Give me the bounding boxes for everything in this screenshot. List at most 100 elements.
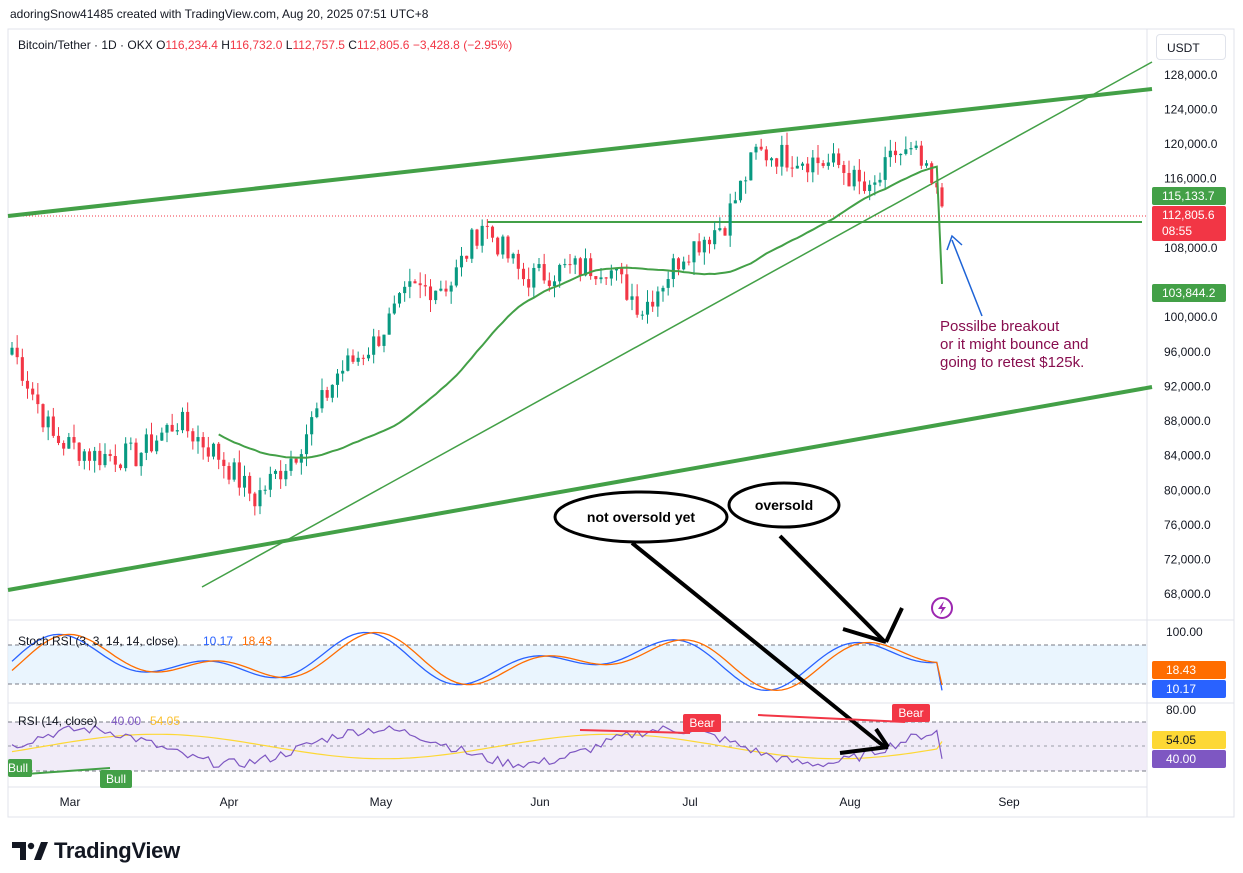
lightning-icon[interactable] (931, 597, 953, 619)
candle-body (67, 437, 71, 449)
rsi-ma-badge-text: 54.05 (1166, 733, 1196, 747)
candle-body (831, 153, 836, 163)
change-value: −3,428.8 (−2.95%) (412, 38, 513, 52)
currency-selector[interactable]: USDT (1156, 34, 1226, 60)
candle-body (775, 158, 779, 167)
candle-body (20, 357, 24, 381)
candle-body (821, 163, 825, 166)
candle-body (144, 434, 148, 453)
price-tick-label: 116,000.0 (1164, 172, 1217, 186)
candle-body (769, 158, 774, 161)
tradingview-logo[interactable]: TradingView (12, 836, 180, 866)
candle-body (656, 291, 660, 307)
candle-body (124, 443, 128, 469)
symbol-name[interactable]: Bitcoin/Tether · 1D · OKX (18, 38, 153, 52)
candle-body (744, 180, 748, 182)
bull-label-1 (8, 759, 32, 777)
candle-body (630, 296, 634, 300)
candle-body (578, 258, 582, 276)
stoch-axis-top: 100.00 (1166, 625, 1203, 639)
candle-body (222, 459, 226, 466)
candle-body (454, 267, 458, 286)
open-value: 116,234.4 (165, 38, 218, 52)
ma-long-badge (1152, 284, 1226, 302)
channel-lower-trendline[interactable] (7, 385, 1153, 592)
candle-body (237, 462, 241, 488)
rsi-badge (1152, 750, 1226, 768)
candle-body (165, 424, 169, 433)
candle-body (563, 264, 567, 266)
candle-body (868, 184, 872, 192)
rsi-title[interactable]: RSI (14, close) (18, 714, 97, 728)
candle-body (36, 394, 40, 405)
close-value: 112,805.6 (356, 38, 410, 52)
bear-label-2 (892, 704, 930, 722)
candle-body (785, 144, 789, 168)
candle-body (330, 384, 334, 398)
candle-body (506, 236, 510, 259)
price-tick-label: 120,000.0 (1164, 137, 1218, 151)
candle-body (780, 144, 784, 167)
candle-body (459, 255, 464, 268)
bull-label-2 (100, 770, 132, 788)
candle-body (180, 411, 185, 431)
time-tick-label: Jun (530, 795, 549, 809)
candle-body (532, 267, 536, 288)
high-value: 116,732.0 (229, 38, 283, 52)
candle-body (475, 229, 479, 246)
candle-body (366, 354, 371, 359)
candle-body (279, 470, 283, 480)
candle-body (511, 253, 515, 259)
bear-label-1-text: Bear (689, 716, 714, 730)
candle-body (594, 276, 598, 280)
candle-body (800, 163, 805, 166)
symbol-legend[interactable]: Bitcoin/Tether · 1D · OKX O116,234.4 H11… (18, 38, 512, 52)
bubble-not-oversold-text: not oversold yet (587, 509, 695, 525)
candle-body (413, 281, 417, 284)
candle-body (614, 268, 619, 271)
candle-body (795, 165, 799, 169)
candle-body (687, 261, 691, 263)
candle-body (661, 287, 665, 292)
candle-body (294, 458, 298, 463)
black-arrow-stoch-head-icon (842, 627, 887, 644)
candle-body (496, 237, 500, 255)
support-trendline[interactable] (201, 61, 1153, 588)
last-price-badge-text: 112,805.6 (1162, 208, 1215, 222)
rsi-axis-top: 80.00 (1166, 703, 1196, 717)
candle-body (521, 268, 526, 280)
candle-body (304, 434, 309, 455)
candle-body (537, 264, 541, 268)
brand-name: TradingView (54, 838, 180, 863)
candle-body (790, 167, 794, 169)
candle-body (273, 470, 278, 474)
stoch-rsi-title[interactable]: Stoch RSI (3, 3, 14, 14, close) (18, 634, 178, 648)
ma-long-badge-text: 103,844.2 (1162, 286, 1216, 300)
last-price-badge (1152, 206, 1226, 241)
candle-body (485, 225, 489, 227)
candle-body (93, 450, 97, 461)
candle-body (325, 390, 329, 398)
candle-body (862, 181, 867, 192)
candle-body (217, 443, 221, 460)
candle-body (501, 236, 505, 255)
candle-body (609, 270, 613, 279)
candle-body (118, 464, 123, 469)
candle-body (155, 440, 159, 452)
candle-body (682, 261, 686, 270)
candle-body (392, 303, 396, 314)
candle-body (728, 203, 732, 236)
open-label: O (156, 38, 166, 52)
candle-body (403, 286, 407, 294)
candle-body (372, 336, 376, 355)
candle-body (62, 442, 66, 449)
candle-body (232, 462, 236, 480)
channel-upper-trendline[interactable] (7, 87, 1153, 218)
price-tick-label: 72,000.0 (1164, 553, 1211, 567)
candle-body (842, 164, 846, 173)
candle-body (444, 288, 448, 292)
stoch-d-badge-text: 18.43 (1166, 663, 1196, 677)
stoch-rsi-k-value: 10.17 (203, 634, 233, 648)
stoch-rsi-d-value: 18.43 (242, 634, 272, 648)
